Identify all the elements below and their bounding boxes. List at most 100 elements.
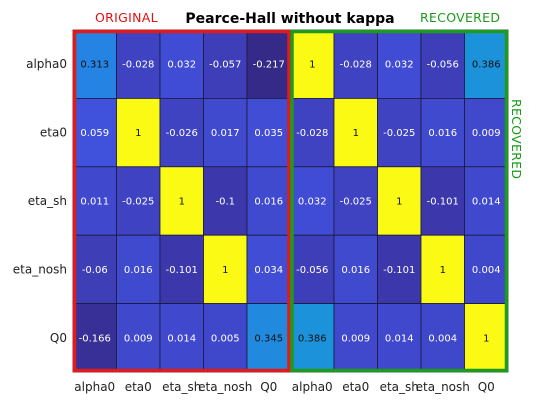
- heatmap-cell-label: 1: [440, 265, 446, 276]
- heatmap-cell-label: 0.386: [472, 60, 501, 71]
- heatmap-cell-label: 0.014: [167, 333, 196, 344]
- heatmap-cell-label: -0.028: [296, 128, 328, 139]
- heatmap-cell-label: 0.017: [211, 128, 240, 139]
- heatmap-cell: [72, 303, 117, 373]
- y-tick-label: Q0: [50, 331, 67, 345]
- heatmap-cell-label: 0.016: [124, 265, 153, 276]
- heatmap-cell-label: 0.016: [428, 128, 457, 139]
- heatmap-cell-label: 0.009: [472, 128, 501, 139]
- heatmap-cell: [246, 98, 291, 168]
- heatmap-cell: [159, 98, 204, 168]
- heatmap-cell: [203, 234, 248, 304]
- heatmap-cell: [203, 166, 248, 236]
- x-tick-label: eta_sh: [380, 380, 419, 394]
- heatmap-cell-label: 0.009: [124, 333, 153, 344]
- heatmap-cell-label: -0.101: [427, 197, 459, 208]
- heatmap-cell-label: 0.059: [80, 128, 109, 139]
- x-tick-label: eta_nosh: [416, 380, 470, 394]
- heatmap-cell: [420, 166, 465, 236]
- y-tick-label: eta_sh: [28, 194, 67, 208]
- heatmap-cell: [420, 29, 465, 99]
- heatmap-cell-label: -0.025: [340, 197, 372, 208]
- heatmap-cell: [333, 303, 378, 373]
- heatmap-cell-label: -0.056: [427, 60, 459, 71]
- heatmap-cell-label: 0.034: [254, 265, 283, 276]
- heatmap-cell-label: -0.217: [253, 60, 285, 71]
- heatmap-cell: [333, 234, 378, 304]
- heatmap-cell: [333, 166, 378, 236]
- heatmap-cell-label: 1: [309, 60, 315, 71]
- heatmap-cell-label: 1: [222, 265, 228, 276]
- heatmap-cell-label: 1: [135, 128, 141, 139]
- heatmap-cell-label: 0.386: [298, 333, 327, 344]
- y-tick-labels: alpha0 eta0 eta_sh eta_nosh Q0: [13, 57, 67, 345]
- heatmap-cell: [290, 166, 335, 236]
- heatmap-cell-label: -0.1: [215, 197, 235, 208]
- heatmap-cell: [290, 98, 335, 168]
- heatmap-cell: [72, 29, 117, 99]
- panel-frame-recovered: [290, 29, 509, 373]
- heatmap-cell: [377, 29, 422, 99]
- heatmap-cell-label: 0.004: [428, 333, 457, 344]
- heatmap-cell-label: -0.101: [383, 265, 415, 276]
- heatmap-cell: [333, 29, 378, 99]
- heatmap-cell: [464, 303, 509, 373]
- y-tick-label: eta_nosh: [13, 262, 67, 276]
- heatmap-cell: [464, 234, 509, 304]
- heatmap-cell: [246, 303, 291, 373]
- heatmap-cell: [290, 303, 335, 373]
- heatmap-cell: [72, 98, 117, 168]
- heatmap-cell-labels: 0.313 -0.028 0.032 -0.057 -0.217 0.059 1 -0.026…: [79, 60, 501, 345]
- x-tick-label: Q0: [260, 380, 277, 394]
- heatmap-cell-label: -0.025: [122, 197, 154, 208]
- heatmap-cell: [377, 303, 422, 373]
- y-tick-label: alpha0: [26, 57, 67, 71]
- heatmap-cell-label: 0.016: [341, 265, 370, 276]
- heatmap-cell: [116, 234, 161, 304]
- x-tick-label: eta0: [125, 380, 152, 394]
- heatmap-cell: [377, 234, 422, 304]
- x-tick-label: alpha0: [74, 380, 115, 394]
- heatmap-cell-label: -0.166: [79, 333, 111, 344]
- heatmap-cell-label: -0.06: [82, 265, 108, 276]
- heatmap-cell: [116, 29, 161, 99]
- heatmap-cell-label: 0.313: [80, 60, 109, 71]
- x-tick-label: eta_sh: [162, 380, 201, 394]
- heatmap-cell-label: -0.056: [296, 265, 328, 276]
- heatmap-cell-label: 1: [179, 197, 185, 208]
- heatmap-cell: [203, 29, 248, 99]
- heatmap-cell: [116, 303, 161, 373]
- chart-title: Pearce-Hall without kappa: [185, 11, 394, 27]
- heatmap-cell-label: 1: [483, 333, 489, 344]
- heatmap-cell-label: 0.005: [211, 333, 240, 344]
- heatmap-cell-label: -0.025: [383, 128, 415, 139]
- heatmap-cell-label: -0.057: [209, 60, 241, 71]
- heatmap-cell-label: 0.345: [254, 333, 283, 344]
- heatmap-cell-label: 0.004: [472, 265, 501, 276]
- heatmap-cell: [159, 234, 204, 304]
- recovered-side-label: RECOVERED: [509, 99, 524, 179]
- heatmap-cell: [159, 303, 204, 373]
- heatmap-cell-label: -0.101: [166, 265, 198, 276]
- heatmap-cell-label: 0.032: [385, 60, 414, 71]
- heatmap-cell: [116, 166, 161, 236]
- recovered-panel-label: RECOVERED: [420, 10, 500, 25]
- x-tick-label: eta0: [342, 380, 369, 394]
- heatmap-cell: [246, 234, 291, 304]
- x-tick-label: alpha0: [292, 380, 333, 394]
- heatmap-cell-label: 0.035: [254, 128, 283, 139]
- heatmap-cell-label: 0.011: [80, 197, 109, 208]
- x-tick-label: eta_nosh: [198, 380, 252, 394]
- panel-frames: [72, 29, 509, 373]
- heatmap-cell-label: 0.014: [472, 197, 501, 208]
- heatmap-cell-label: -0.028: [340, 60, 372, 71]
- heatmap-cells: [72, 29, 509, 373]
- heatmap-cell-label: 1: [353, 128, 359, 139]
- heatmap-cell-label: -0.026: [166, 128, 198, 139]
- heatmap-cell-label: 0.016: [254, 197, 283, 208]
- original-panel-label: ORIGINAL: [95, 10, 158, 25]
- heatmap-cell: [464, 166, 509, 236]
- heatmap-cell-label: 0.032: [167, 60, 196, 71]
